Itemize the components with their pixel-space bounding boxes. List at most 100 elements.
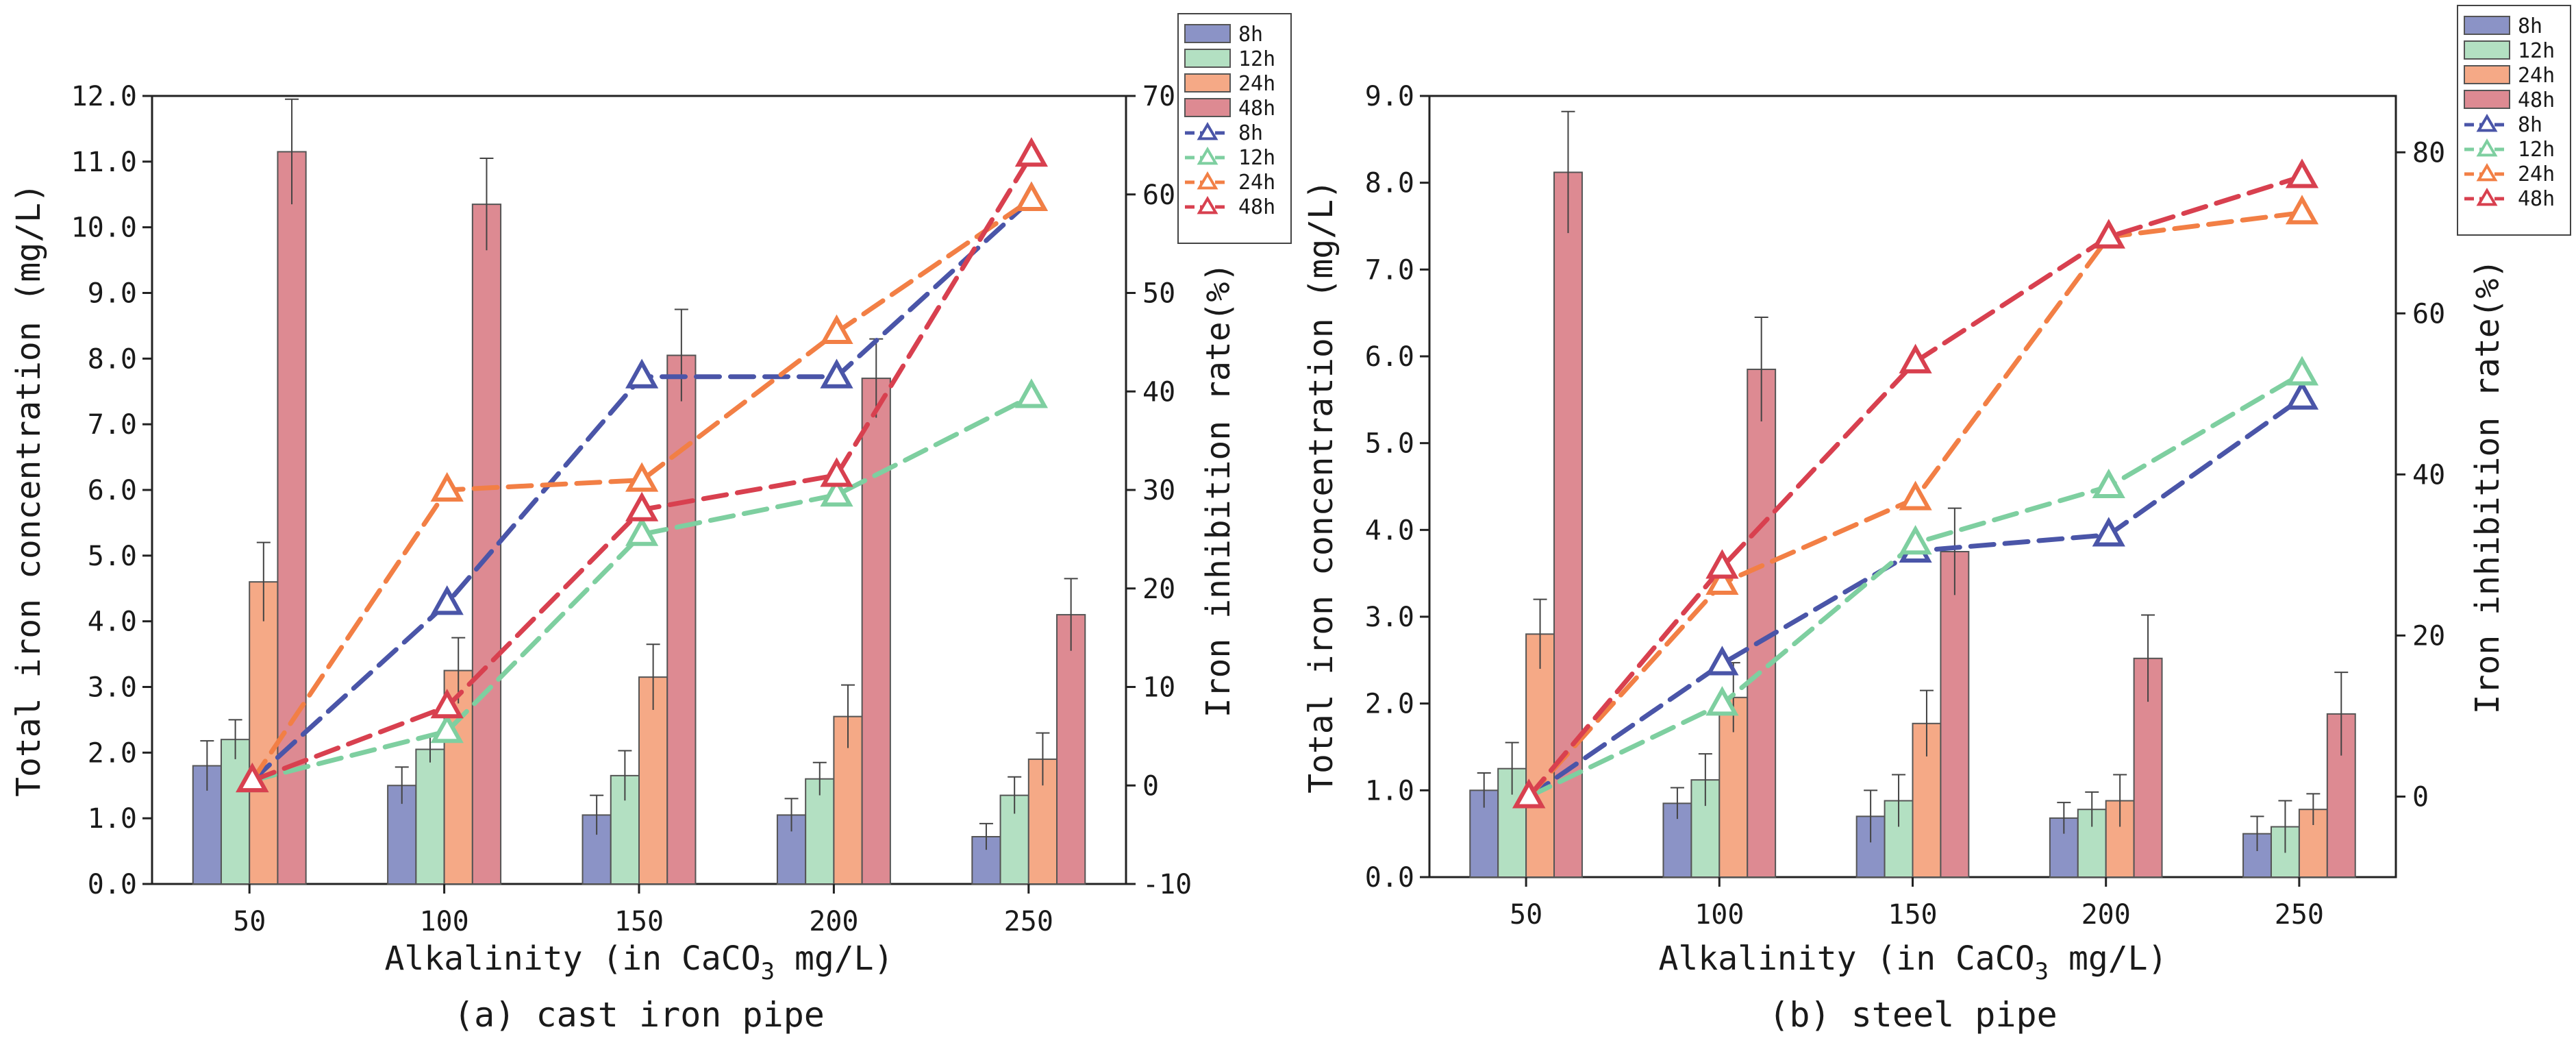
x-tick-label: 100 (419, 906, 468, 937)
y-tick-label: 7.0 (1365, 254, 1414, 286)
bar-12h (999, 794, 1029, 885)
y-axis-title: Total iron concentration (mg/L) (10, 183, 48, 797)
x-tick-label: 250 (1004, 906, 1053, 937)
x-axis-title: Alkalinity (in CaCO3 mg/L) (1659, 939, 2168, 985)
y-tick-label: 3.0 (1365, 602, 1414, 633)
left-axis-ticks: 0.0 1.0 2.0 3.0 4.0 5.0 6.0 7.0 8.0 9.0 (1365, 81, 1429, 894)
y2-tick-label: 70 (1142, 81, 1175, 112)
y-tick-label: 8.0 (88, 343, 137, 375)
y-tick-label: 5.0 (88, 541, 137, 572)
y-tick-label: 6.0 (88, 475, 137, 506)
legend-label-8h: 8h (1238, 23, 1263, 47)
y-tick-label: 10.0 (71, 212, 137, 244)
x-tick-label: 50 (1510, 899, 1542, 931)
x-tick-label: 50 (233, 906, 266, 937)
marker-12h (625, 516, 659, 546)
marker-48h (1014, 137, 1049, 167)
legend-marker-12h (2476, 138, 2498, 157)
y-tick-label: 0.0 (1365, 862, 1414, 894)
y2-tick-label: 20 (2412, 620, 2445, 652)
x-axis-title: Alkalinity (in CaCO3 mg/L) (385, 939, 894, 985)
marker-12h (430, 713, 464, 743)
y-tick-label: 3.0 (88, 672, 137, 704)
legend-marker-8h (1197, 122, 1218, 140)
left-axis-ticks: 0.0 1.0 2.0 3.0 4.0 5.0 6.0 7.0 8.0 9.0 10.0 11.0 12… (71, 81, 152, 900)
y-tick-label: 4.0 (88, 606, 137, 638)
marker-24h (625, 462, 659, 492)
x-axis-ticks: 50 100 150 200 250 (233, 884, 1053, 937)
marker-8h (625, 358, 659, 389)
marker-48h (2285, 158, 2319, 188)
y-tick-label: 0.0 (88, 869, 137, 900)
legend-swatch-48h (2464, 90, 2510, 109)
y2-tick-label: 0 (2412, 781, 2429, 813)
y-tick-label: 2.0 (88, 737, 137, 769)
y2-tick-label: 20 (1142, 574, 1175, 605)
legend-label-24h: 24h (2518, 162, 2555, 186)
y-tick-label: 9.0 (88, 278, 137, 310)
legend-label-48h: 48h (2518, 187, 2555, 211)
marker-48h (625, 491, 659, 521)
x-tick-label: 150 (614, 906, 664, 937)
bar-24h (1525, 633, 1555, 878)
y-tick-label: 9.0 (1365, 81, 1414, 112)
y-tick-label: 6.0 (1365, 341, 1414, 373)
legend-label-24h: 24h (1238, 171, 1275, 195)
bar-24h (1718, 696, 1749, 878)
y-tick-label: 1.0 (88, 803, 137, 835)
legend-marker-48h (2476, 188, 2498, 206)
x-tick-label: 200 (809, 906, 858, 937)
marker-12h (1899, 525, 1932, 555)
legend-label-24h: 24h (1238, 72, 1275, 96)
y2-tick-label: 40 (1142, 376, 1175, 408)
y-axis-title: Total iron concentration (mg/L) (1302, 180, 1340, 794)
marker-12h (1014, 378, 1049, 408)
y2-tick-label: 10 (1142, 672, 1175, 704)
y-tick-label: 8.0 (1365, 168, 1414, 199)
bar-12h (805, 778, 835, 885)
bar-12h (415, 748, 445, 885)
marker-48h (236, 762, 269, 793)
y2-tick-label: 50 (1142, 278, 1175, 310)
marker-8h (430, 585, 464, 615)
line-group (236, 137, 1049, 793)
legend-marker-8h (2476, 114, 2498, 132)
right-axis-ticks: -10 0 10 20 30 40 50 60 70 (1126, 81, 1192, 900)
y-tick-label: 2.0 (1365, 689, 1414, 720)
y2-tick-label: 80 (2412, 137, 2445, 169)
marker-24h (1899, 480, 1932, 511)
panel-cast-iron-pipe: 0.0 1.0 2.0 3.0 4.0 5.0 6.0 7.0 8.0 9.0 10.0 11.0 12… (10, 13, 1292, 1035)
marker-48h (1899, 343, 1932, 373)
legend-label-12h: 12h (1238, 47, 1275, 71)
marker-12h (820, 477, 853, 507)
y-tick-label: 1.0 (1365, 775, 1414, 807)
bar-12h (220, 739, 251, 885)
legend-label-48h: 48h (1238, 195, 1275, 219)
panel-caption: (b) steel pipe (1768, 995, 2057, 1035)
legend-marker-24h (1197, 171, 1218, 190)
marker-48h (2092, 219, 2125, 249)
y2-tick-label: 30 (1142, 475, 1175, 506)
marker-48h (1512, 778, 1546, 809)
y2-tick-label: 60 (2412, 298, 2445, 330)
legend-label-12h: 12h (1238, 146, 1275, 170)
bar-8h (971, 836, 1001, 885)
line-group (1512, 158, 2319, 809)
legend-swatch-48h (1184, 98, 1231, 117)
y2-tick-label: -10 (1142, 869, 1192, 900)
marker-8h (820, 358, 853, 389)
x-tick-label: 150 (1888, 899, 1937, 931)
x-tick-label: 250 (2275, 899, 2324, 931)
legend-swatch-12h (1184, 49, 1231, 68)
marker-24h (430, 471, 464, 502)
marker-8h (1705, 646, 1739, 676)
legend-swatch-24h (2464, 65, 2510, 84)
y2-tick-label: 60 (1142, 180, 1175, 211)
legend-swatch-8h (2464, 16, 2510, 35)
y2-tick-label: 40 (2412, 459, 2445, 491)
legend-swatch-8h (1184, 24, 1231, 43)
legend-marker-48h (1197, 196, 1218, 214)
bar-group (1469, 171, 2356, 878)
legend-swatch-12h (2464, 40, 2510, 60)
